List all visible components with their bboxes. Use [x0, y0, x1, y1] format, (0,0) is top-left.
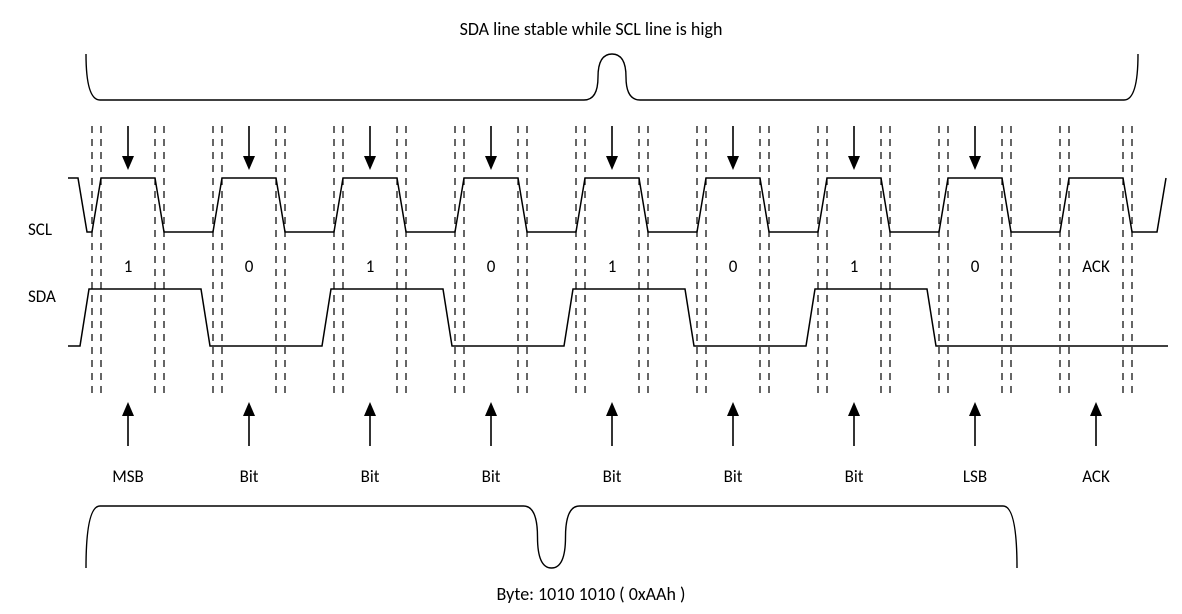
bit-bottom-label: Bit	[603, 466, 622, 487]
bottom-caption: Byte: 1010 1010 ( 0xAAh )	[497, 583, 686, 605]
down-arrow-head	[606, 156, 618, 170]
bit-value-label: 1	[124, 256, 133, 277]
bit-value-label: 1	[850, 256, 859, 277]
bit-value-label: ACK	[1082, 256, 1110, 277]
bottom-brace	[86, 506, 1017, 568]
up-arrow-head	[122, 402, 134, 416]
sda-waveform	[68, 289, 1168, 346]
bit-value-label: 1	[608, 256, 617, 277]
down-arrow-head	[485, 156, 497, 170]
down-arrow-head	[848, 156, 860, 170]
bit-bottom-label: Bit	[482, 466, 501, 487]
down-arrow-head	[727, 156, 739, 170]
bit-bottom-label: Bit	[361, 466, 380, 487]
up-arrow-head	[1090, 402, 1102, 416]
scl-label: SCL	[28, 219, 52, 240]
up-arrow-head	[969, 402, 981, 416]
up-arrow-head	[364, 402, 376, 416]
bit-value-label: 1	[366, 256, 375, 277]
down-arrow-head	[364, 156, 376, 170]
down-arrow-head	[969, 156, 981, 170]
sda-label: SDA	[28, 286, 56, 307]
bit-bottom-label: MSB	[112, 466, 144, 487]
top-caption: SDA line stable while SCL line is high	[460, 18, 723, 40]
up-arrow-head	[485, 402, 497, 416]
bit-bottom-label: LSB	[963, 466, 987, 487]
bit-bottom-label: Bit	[845, 466, 864, 487]
bit-bottom-label: ACK	[1082, 466, 1110, 487]
up-arrow-head	[606, 402, 618, 416]
bit-value-label: 0	[729, 256, 738, 277]
diagram-svg: 1 0 1 0 1 0 1 0 ACK MSB Bit Bit Bit Bit Bit Bit LSB ACK SC…	[0, 0, 1182, 614]
down-arrow-head	[243, 156, 255, 170]
bit-value-label: 0	[245, 256, 254, 277]
scl-waveform	[68, 178, 1166, 232]
up-arrow-head	[848, 402, 860, 416]
bit-bottom-label: Bit	[724, 466, 743, 487]
bit-value-label: 0	[971, 256, 980, 277]
top-brace	[86, 54, 1138, 100]
down-arrow-head	[122, 156, 134, 170]
timing-diagram: 1 0 1 0 1 0 1 0 ACK MSB Bit Bit Bit Bit Bit Bit LSB ACK SC…	[0, 0, 1182, 614]
up-arrow-head	[243, 402, 255, 416]
bit-bottom-label: Bit	[240, 466, 259, 487]
up-arrow-head	[727, 402, 739, 416]
bit-value-label: 0	[487, 256, 496, 277]
